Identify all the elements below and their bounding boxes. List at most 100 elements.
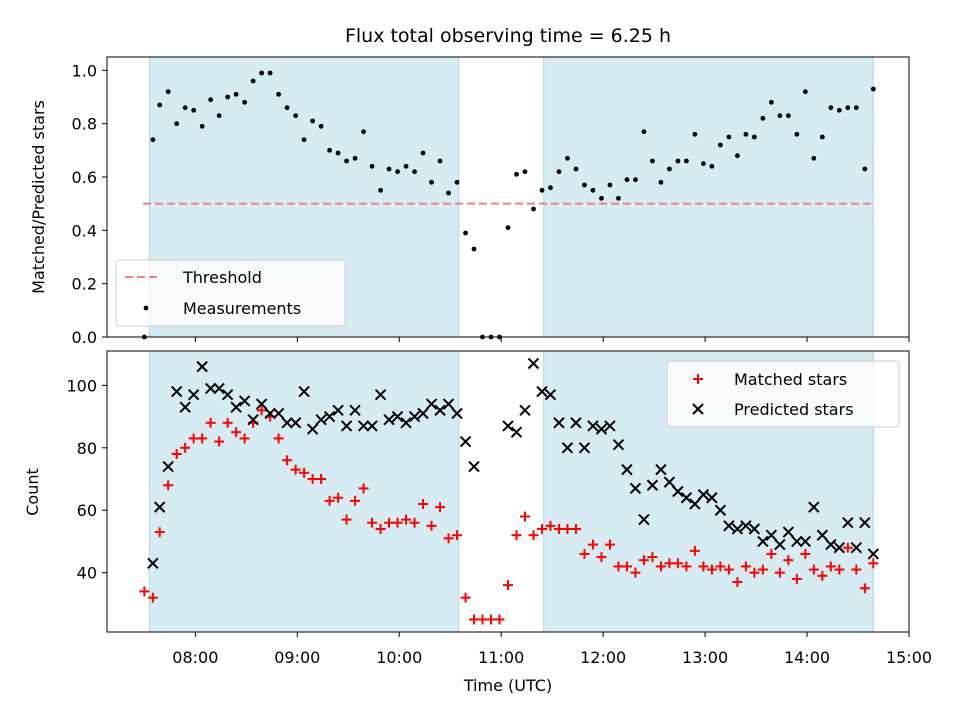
x-stroke bbox=[808, 501, 820, 513]
top-x-ticks bbox=[194, 337, 910, 342]
data-point bbox=[216, 113, 222, 119]
x-stroke bbox=[442, 398, 455, 410]
data-point bbox=[446, 190, 451, 196]
predicted-point bbox=[808, 501, 820, 513]
matched-point bbox=[519, 511, 530, 522]
legend-threshold-label: Threshold bbox=[182, 268, 262, 287]
data-point bbox=[853, 105, 859, 111]
matched-point bbox=[503, 580, 513, 591]
data-point bbox=[157, 102, 163, 108]
predicted-point bbox=[340, 420, 353, 432]
x-stroke bbox=[289, 417, 302, 429]
x-stroke bbox=[451, 407, 463, 420]
x-stroke bbox=[714, 504, 727, 516]
predicted-point bbox=[612, 438, 625, 451]
x-stroke bbox=[842, 517, 854, 529]
matched-point bbox=[350, 495, 361, 506]
x-stroke bbox=[264, 407, 276, 420]
matched-point bbox=[452, 530, 463, 541]
data-point bbox=[267, 70, 273, 76]
matched-point bbox=[630, 567, 641, 578]
x-stroke bbox=[323, 410, 336, 423]
x-stroke bbox=[638, 513, 650, 526]
x-stroke bbox=[774, 538, 786, 551]
predicted-point bbox=[425, 398, 438, 410]
data-point bbox=[437, 158, 443, 164]
predicted-point bbox=[434, 404, 446, 417]
data-point bbox=[505, 225, 511, 231]
predicted-point bbox=[162, 460, 174, 473]
matched-point bbox=[766, 548, 777, 559]
predicted-point bbox=[825, 538, 837, 551]
predicted-point bbox=[468, 460, 480, 473]
x-stroke bbox=[247, 413, 259, 426]
matched-point bbox=[231, 427, 242, 438]
data-point bbox=[709, 163, 715, 169]
x-stroke bbox=[340, 420, 353, 432]
matched-point bbox=[477, 614, 488, 625]
y-tick-label: 0.6 bbox=[72, 168, 97, 187]
matched-point bbox=[774, 567, 785, 578]
data-point bbox=[573, 166, 579, 172]
matched-point bbox=[375, 523, 386, 534]
matched-point bbox=[307, 474, 318, 485]
predicted-point bbox=[731, 523, 744, 535]
predicted-point bbox=[187, 389, 200, 401]
predicted-point bbox=[536, 385, 548, 398]
predicted-point bbox=[400, 417, 412, 429]
data-point bbox=[548, 185, 553, 191]
matched-point bbox=[664, 558, 675, 569]
predicted-point bbox=[247, 413, 259, 426]
data-point bbox=[386, 166, 392, 172]
shaded-interval bbox=[543, 56, 874, 338]
data-point bbox=[828, 105, 834, 111]
x-stroke bbox=[366, 420, 378, 432]
x-stroke bbox=[417, 407, 429, 420]
data-point bbox=[692, 131, 698, 137]
data-point bbox=[633, 177, 638, 183]
predicted-point bbox=[510, 426, 523, 438]
y-tick-label: 60 bbox=[77, 501, 97, 520]
data-point bbox=[819, 134, 825, 140]
predicted-point bbox=[366, 420, 378, 432]
x-stroke bbox=[238, 395, 251, 407]
predicted-point bbox=[646, 479, 659, 491]
matched-point bbox=[290, 464, 301, 475]
x-stroke bbox=[459, 435, 472, 448]
matched-point bbox=[817, 570, 828, 581]
matched-point bbox=[163, 480, 174, 491]
predicted-point bbox=[604, 420, 616, 432]
data-point bbox=[208, 97, 214, 103]
x-stroke bbox=[867, 548, 880, 560]
top-legend: Threshold Measurements bbox=[115, 259, 346, 327]
x-tick-label: 14:00 bbox=[784, 648, 830, 667]
x-stroke bbox=[332, 404, 344, 417]
data-point bbox=[743, 131, 749, 137]
data-point bbox=[514, 171, 519, 177]
data-point bbox=[463, 230, 468, 236]
predicted-point bbox=[298, 385, 310, 398]
x-stroke bbox=[196, 360, 208, 373]
matched-point bbox=[197, 433, 208, 444]
x-stroke bbox=[692, 403, 704, 415]
x-tick-label: 11:00 bbox=[478, 648, 524, 667]
data-point bbox=[293, 113, 299, 119]
predicted-point bbox=[765, 529, 778, 541]
data-point bbox=[836, 107, 842, 113]
x-axis-label: Time (UTC) bbox=[463, 676, 552, 695]
x-stroke bbox=[425, 398, 438, 410]
predicted-point bbox=[553, 417, 565, 429]
matched-point bbox=[469, 614, 480, 625]
matched-point bbox=[147, 592, 158, 603]
bottom-x-ticks: 08:00 09:00 10:00 11:00 12:00 13:00 14:00 15:00 bbox=[172, 632, 932, 667]
x-stroke bbox=[213, 382, 225, 395]
x-stroke bbox=[689, 498, 701, 510]
matched-point bbox=[808, 564, 819, 575]
matched-point bbox=[783, 555, 794, 566]
predicted-point bbox=[196, 360, 208, 373]
predicted-point bbox=[147, 557, 159, 570]
data-point bbox=[429, 179, 434, 185]
x-stroke bbox=[527, 357, 540, 370]
matched-point bbox=[706, 564, 717, 575]
predicted-point bbox=[799, 535, 812, 548]
